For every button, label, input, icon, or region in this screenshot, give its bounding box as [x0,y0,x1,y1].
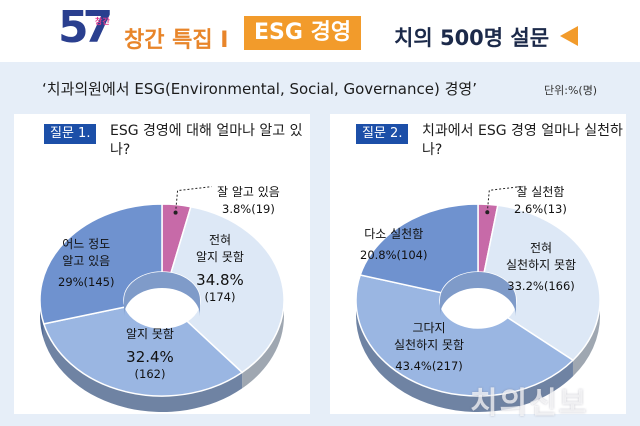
triangle-marker-icon [560,26,578,46]
slice-side-1-2 [356,300,573,412]
q1-label-light-line1: 전혀 [208,233,232,247]
logo-tag: 창간 [95,17,110,26]
chart-subtitle: ‘치과의원에서 ESG(Environmental, Social, Gover… [42,80,477,98]
q2-label-light-line2: 실천하지 못함 [506,258,577,272]
q1-label-pink-value: 3.8%(19) [222,202,275,216]
q2-label-mid-value: 43.4%(217) [395,359,463,373]
anniversary-logo: 57 창간 [58,2,116,56]
slice-side-1-1 [572,300,600,377]
q1-label-light: 전혀 알지 못함 34.8% (174) [196,232,244,306]
q1-label-pink: 잘 알고 있음 3.8%(19) [217,184,280,218]
donut-chart-1 [39,186,285,412]
donut-hole-wall-0 [124,272,200,316]
q1-label-dark-value: 29%(145) [58,275,115,289]
q1-label-mid: 알지 못함 32.4% (162) [126,326,174,383]
question-2-text: 치과에서 ESG 경영 얼마나 실천하나? [422,123,623,158]
watermark: 치의신보 [470,386,589,421]
donut-hole-wall-1 [440,272,516,316]
question-2-panel: 질문 2. 치과에서 ESG 경영 얼마나 실천하나? 잘 실천함 2.6%(1… [330,114,626,414]
question-1-badge: 질문 1. [44,124,97,144]
q1-label-dark: 어느 정도 알고 있음 29%(145) [58,236,114,291]
leader-dot-0 [173,210,178,215]
q2-label-light: 전혀 실천하지 못함 33.2%(166) [506,240,576,295]
feature-title: 창간 특집 Ⅰ [124,28,229,53]
question-2-badge: 질문 2. [356,124,409,144]
leader-line-1 [486,185,524,213]
donut-slice-1-2 [355,274,575,397]
q1-label-pink-name: 잘 알고 있음 [217,185,280,199]
q1-label-light-count: (174) [204,290,236,304]
q2-label-light-line1: 전혀 [529,241,553,255]
donut-chart-2 [355,185,601,412]
q1-label-mid-name: 알지 못함 [126,327,174,341]
q2-label-mid-line2: 실천하지 못함 [394,338,465,352]
q2-label-dark-name: 다소 실천함 [364,227,424,241]
q1-label-light-line2: 알지 못함 [196,250,244,264]
donut-slice-0-2 [42,306,244,397]
q2-label-pink: 잘 실천함 2.6%(13) [514,184,567,218]
q2-label-dark-value: 20.8%(104) [360,248,428,262]
q2-label-dark: 다소 실천함 20.8%(104) [360,226,427,264]
leader-line-0 [175,186,212,213]
esg-title-box: ESG 경영 [244,16,362,50]
q1-label-dark-line1: 어느 정도 [62,237,111,251]
q2-label-mid: 그다지 실천하지 못함 43.4%(217) [394,320,464,375]
question-1-panel: 질문 1. ESG 경영에 대해 얼마나 알고 있나? 잘 알고 있음 3.8%… [14,114,310,414]
q2-label-mid-line1: 그다지 [412,321,446,335]
slice-side-0-2 [43,323,243,412]
q2-label-light-value: 33.2%(166) [507,279,575,293]
logo-number: 57 [58,2,113,53]
q2-label-pink-value: 2.6%(13) [514,202,567,216]
question-1-text: ESG 경영에 대해 얼마나 알고 있나? [110,123,303,158]
q1-label-dark-line2: 알고 있음 [62,254,111,268]
slice-side-0-1 [242,300,284,389]
survey-title: 치의 500명 설문 [394,26,550,50]
q1-label-mid-count: (162) [134,367,166,381]
q1-label-light-value: 34.8% [196,271,244,289]
q2-label-pink-name: 잘 실천함 [516,185,565,199]
unit-label: 단위:%(명) [544,84,598,97]
header-banner: 57 창간 창간 특집 Ⅰ ESG 경영 치의 500명 설문 [0,0,640,62]
leader-dot-1 [485,210,490,215]
q1-label-mid-value: 32.4% [126,348,174,366]
